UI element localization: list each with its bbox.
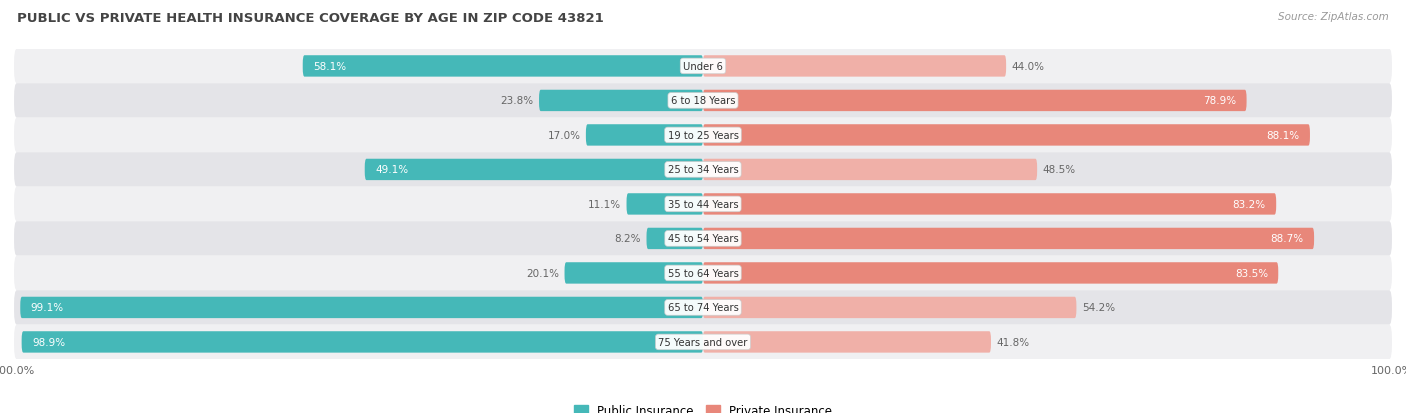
Text: 41.8%: 41.8% — [997, 337, 1029, 347]
FancyBboxPatch shape — [703, 90, 1247, 112]
Text: 75 Years and over: 75 Years and over — [658, 337, 748, 347]
Text: 19 to 25 Years: 19 to 25 Years — [668, 131, 738, 140]
FancyBboxPatch shape — [586, 125, 703, 146]
Legend: Public Insurance, Private Insurance: Public Insurance, Private Insurance — [569, 399, 837, 413]
FancyBboxPatch shape — [703, 159, 1038, 181]
FancyBboxPatch shape — [703, 297, 1077, 318]
FancyBboxPatch shape — [703, 194, 1277, 215]
Text: 23.8%: 23.8% — [501, 96, 533, 106]
Text: 55 to 64 Years: 55 to 64 Years — [668, 268, 738, 278]
Text: 99.1%: 99.1% — [31, 303, 63, 313]
Text: 11.1%: 11.1% — [588, 199, 621, 209]
Text: 65 to 74 Years: 65 to 74 Years — [668, 303, 738, 313]
Text: 88.7%: 88.7% — [1271, 234, 1303, 244]
Text: 45 to 54 Years: 45 to 54 Years — [668, 234, 738, 244]
Text: 6 to 18 Years: 6 to 18 Years — [671, 96, 735, 106]
Text: 58.1%: 58.1% — [314, 62, 346, 72]
Text: Source: ZipAtlas.com: Source: ZipAtlas.com — [1278, 12, 1389, 22]
FancyBboxPatch shape — [14, 84, 1392, 119]
FancyBboxPatch shape — [703, 56, 1007, 78]
FancyBboxPatch shape — [21, 331, 703, 353]
Text: 20.1%: 20.1% — [526, 268, 560, 278]
FancyBboxPatch shape — [14, 50, 1392, 84]
FancyBboxPatch shape — [14, 290, 1392, 325]
Text: 8.2%: 8.2% — [614, 234, 641, 244]
FancyBboxPatch shape — [14, 153, 1392, 187]
FancyBboxPatch shape — [14, 256, 1392, 290]
FancyBboxPatch shape — [14, 119, 1392, 153]
Text: 48.5%: 48.5% — [1043, 165, 1076, 175]
Text: 78.9%: 78.9% — [1204, 96, 1236, 106]
FancyBboxPatch shape — [14, 187, 1392, 222]
Text: Under 6: Under 6 — [683, 62, 723, 72]
FancyBboxPatch shape — [647, 228, 703, 249]
FancyBboxPatch shape — [364, 159, 703, 181]
Text: 49.1%: 49.1% — [375, 165, 408, 175]
FancyBboxPatch shape — [538, 90, 703, 112]
FancyBboxPatch shape — [14, 325, 1392, 359]
FancyBboxPatch shape — [703, 125, 1310, 146]
FancyBboxPatch shape — [14, 222, 1392, 256]
Text: 17.0%: 17.0% — [547, 131, 581, 140]
Text: 83.2%: 83.2% — [1233, 199, 1265, 209]
Text: 88.1%: 88.1% — [1267, 131, 1299, 140]
Text: 25 to 34 Years: 25 to 34 Years — [668, 165, 738, 175]
Text: PUBLIC VS PRIVATE HEALTH INSURANCE COVERAGE BY AGE IN ZIP CODE 43821: PUBLIC VS PRIVATE HEALTH INSURANCE COVER… — [17, 12, 603, 25]
FancyBboxPatch shape — [703, 331, 991, 353]
Text: 35 to 44 Years: 35 to 44 Years — [668, 199, 738, 209]
Text: 44.0%: 44.0% — [1012, 62, 1045, 72]
FancyBboxPatch shape — [302, 56, 703, 78]
FancyBboxPatch shape — [627, 194, 703, 215]
FancyBboxPatch shape — [565, 263, 703, 284]
FancyBboxPatch shape — [703, 228, 1315, 249]
FancyBboxPatch shape — [703, 263, 1278, 284]
Text: 98.9%: 98.9% — [32, 337, 65, 347]
Text: 83.5%: 83.5% — [1234, 268, 1268, 278]
Text: 54.2%: 54.2% — [1083, 303, 1115, 313]
FancyBboxPatch shape — [20, 297, 703, 318]
